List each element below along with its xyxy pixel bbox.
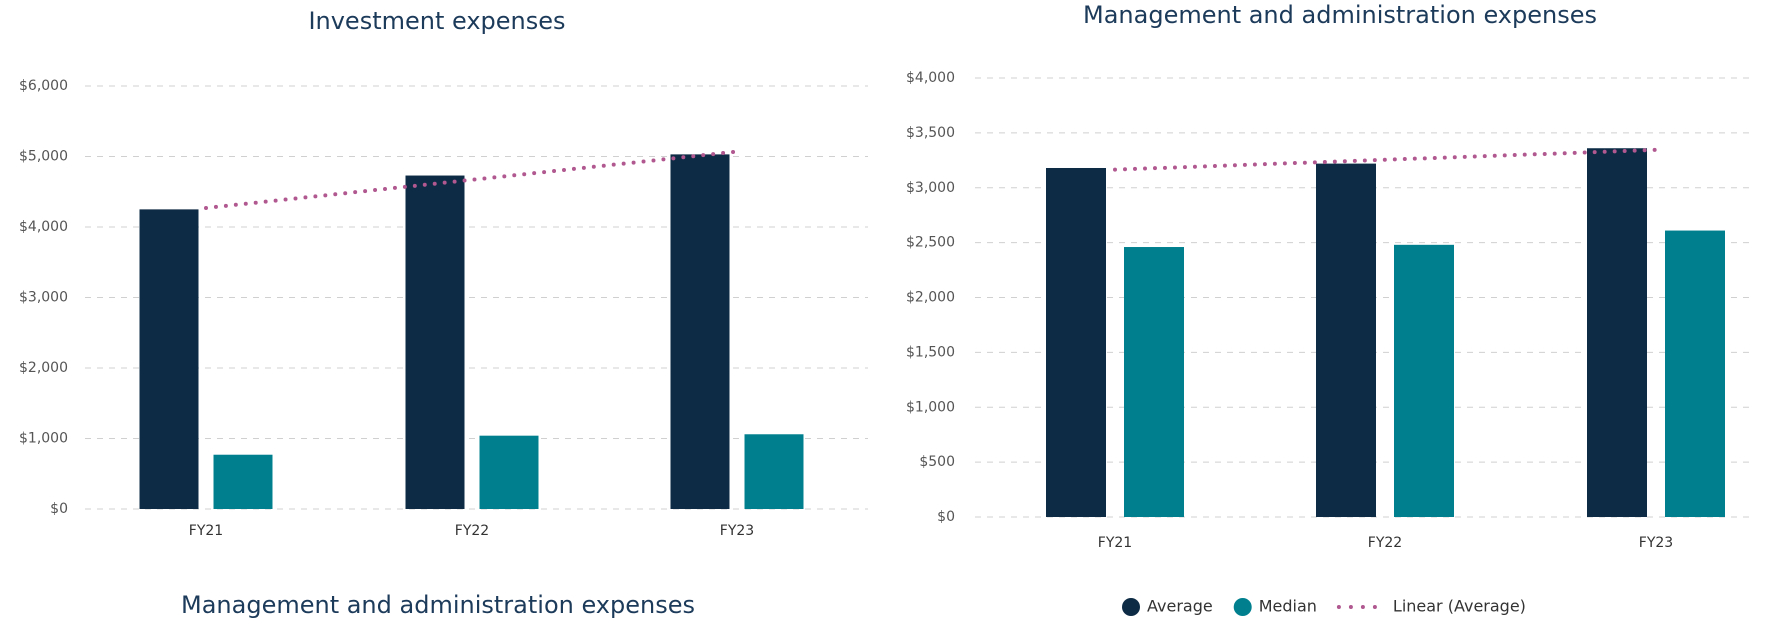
bar [670,154,730,509]
legend-marker [1233,598,1252,616]
y-tick-label: $5,000 [19,149,68,165]
bar [1665,230,1725,518]
bar [1124,247,1184,517]
chart-title: Investment expenses [308,7,565,35]
y-tick-label: $4,000 [19,219,68,235]
y-tick-label: $1,000 [19,431,68,447]
bar [1316,163,1376,518]
y-tick-label: $3,500 [906,125,955,141]
y-tick-label: $4,000 [906,70,955,86]
y-tick-label: $2,500 [906,235,955,251]
bar [744,434,804,509]
bar [405,175,465,509]
y-tick-label: $0 [50,501,68,517]
y-tick-label: $2,000 [19,360,68,376]
chart-title: Management and administration expenses [1083,1,1597,29]
bar [1587,148,1647,518]
bar [479,435,539,509]
legend-label: Linear (Average) [1393,597,1526,616]
x-tick-label: FY23 [720,523,754,539]
bar [139,209,199,509]
y-tick-label: $1,500 [906,344,955,360]
y-tick-label: $3,000 [19,290,68,306]
legend-label: Average [1147,597,1213,616]
y-tick-label: $3,000 [906,180,955,196]
y-tick-label: $0 [937,509,955,525]
x-tick-label: FY22 [455,523,489,539]
y-tick-label: $1,000 [906,399,955,415]
x-tick-label: FY21 [189,523,223,539]
bar [1046,167,1106,517]
x-tick-label: FY22 [1368,535,1402,551]
bar [213,454,273,509]
legend-marker [1122,598,1140,616]
legend-label: Median [1259,597,1317,616]
trend-line [1113,147,1658,172]
y-tick-label: $2,000 [906,290,955,306]
trend-line [204,149,739,210]
x-tick-label: FY23 [1639,535,1673,551]
y-tick-label: $6,000 [19,78,68,94]
y-tick-label: $500 [919,454,955,470]
x-tick-label: FY21 [1098,535,1132,551]
bar [1394,244,1454,517]
heading: Management and administration expenses [181,591,695,619]
